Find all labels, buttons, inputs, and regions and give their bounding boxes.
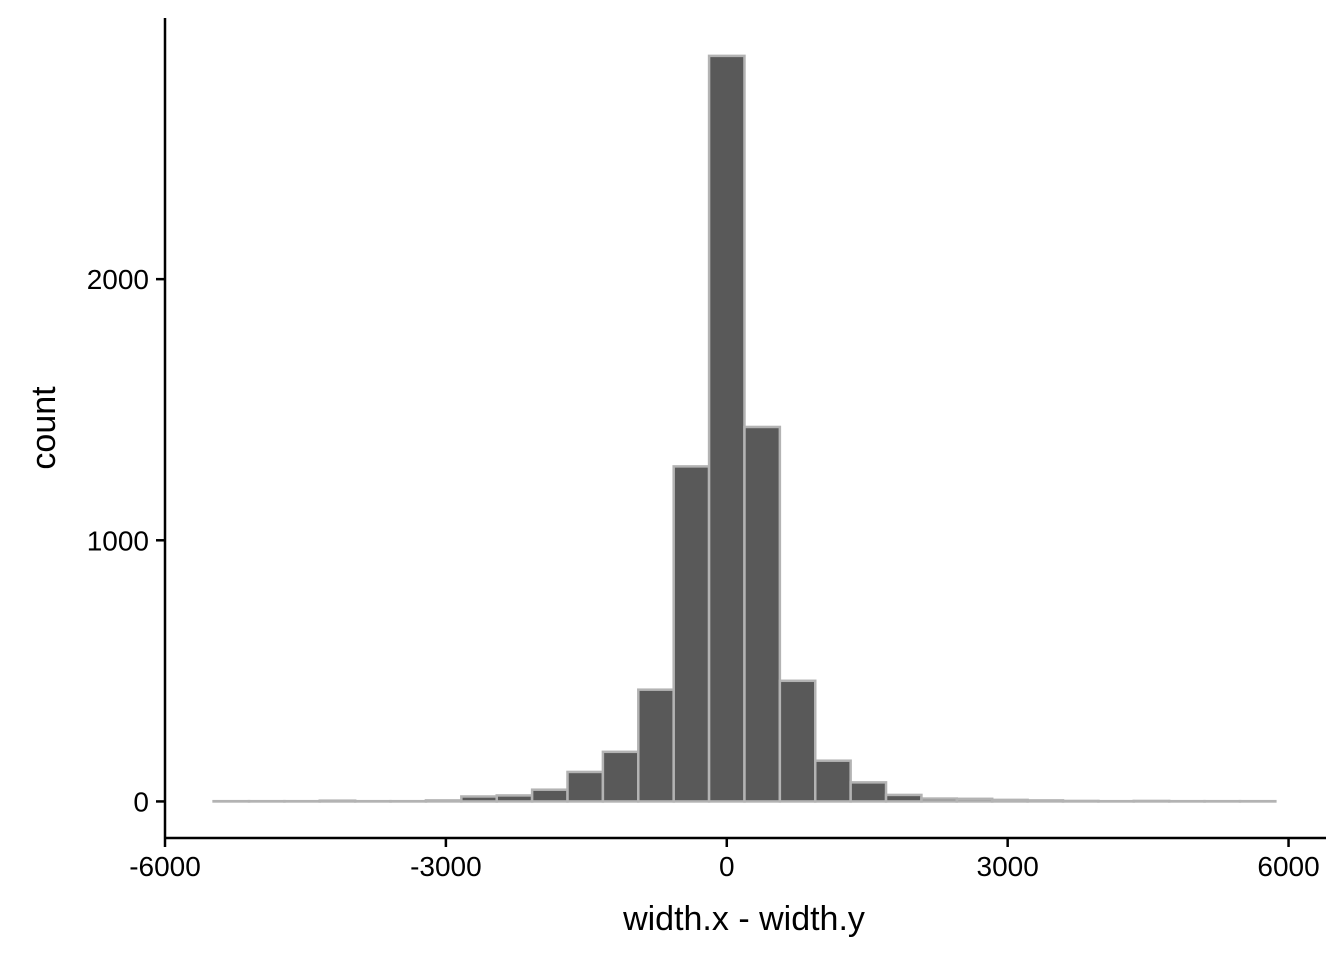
histogram-bar [707,54,746,803]
histogram-bar [601,750,640,803]
histogram-bar [637,688,675,803]
histogram-bar [1132,799,1171,803]
histogram-bar [672,465,711,803]
histogram-bar [778,679,817,803]
y-axis-ticks: 0 1000 2000 [87,264,165,817]
x-axis-title: width.x - width.y [622,900,865,938]
histogram-bar [1026,799,1065,803]
histogram-bar [1061,799,1100,803]
histogram-bar [460,795,498,803]
histogram-bar [955,797,994,803]
x-tick-label: -6000 [129,851,201,882]
histogram-bar [318,799,357,803]
x-axis-ticks: -6000 -3000 0 3000 6000 [129,838,1320,882]
x-tick-label: 3000 [977,851,1039,882]
x-tick-label: 6000 [1257,851,1319,882]
y-tick-label: 0 [133,786,149,817]
bars-group [212,54,1277,803]
x-tick-label: 0 [719,851,735,882]
histogram-bar [849,781,888,803]
histogram-bar [884,793,923,803]
y-axis-title: count [25,386,63,470]
histogram-bar [530,788,569,803]
histogram-bar [990,798,1029,803]
histogram-bar [566,770,605,803]
x-tick-label: -3000 [410,851,482,882]
histogram-bar [495,794,534,803]
histogram-bar [743,425,782,803]
histogram-bar [920,797,959,803]
histogram-bar [424,799,463,803]
y-tick-label: 1000 [87,525,149,556]
y-tick-label: 2000 [87,264,149,295]
histogram-bar [814,759,852,803]
